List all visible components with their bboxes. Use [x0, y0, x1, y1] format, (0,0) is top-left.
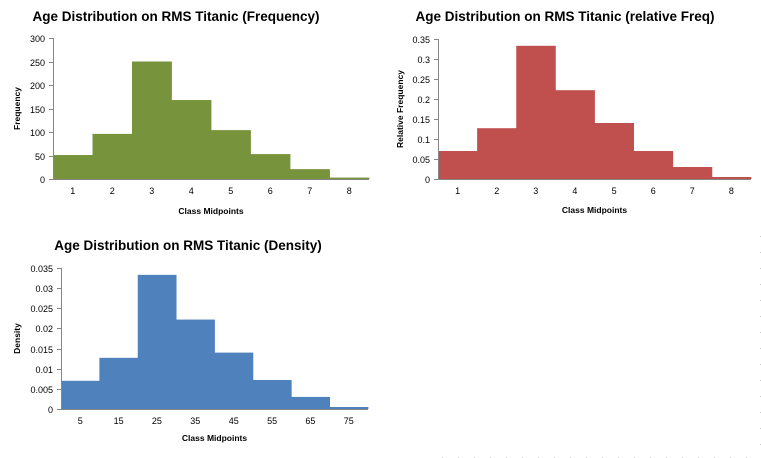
bar-5	[594, 123, 635, 179]
y-tick-label: 0.03	[35, 284, 53, 294]
bar-4	[171, 100, 212, 179]
bar-8	[711, 177, 752, 179]
bar-3	[132, 61, 172, 179]
bar-6	[633, 151, 674, 179]
y-tick-label: 0.3	[417, 55, 430, 65]
x-tick-label: 65	[305, 416, 315, 426]
bar-6	[250, 154, 291, 179]
y-tick-label: 200	[30, 81, 45, 91]
chart-2: Age Distribution on RMS Titanic (relativ…	[395, 9, 752, 215]
bar-15	[99, 357, 139, 409]
y-axis-label: Relative Frequency	[395, 70, 405, 148]
x-tick-label: 45	[229, 416, 239, 426]
y-tick-label: 0.15	[412, 115, 430, 125]
x-axis-label: Class Midpoints	[182, 433, 247, 443]
chart-1: Age Distribution on RMS Titanic (Frequen…	[12, 9, 370, 216]
y-tick-label: 0	[425, 175, 430, 185]
x-tick-label: 4	[572, 186, 577, 196]
bar-2	[477, 128, 517, 179]
x-tick-label: 7	[307, 186, 312, 196]
bar-45	[214, 352, 254, 409]
x-tick-label: 35	[190, 416, 200, 426]
x-tick-label: 7	[690, 186, 695, 196]
x-tick-label: 5	[78, 416, 83, 426]
chart-3: Age Distribution on RMS Titanic (Density…	[12, 238, 369, 443]
bar-65	[291, 396, 331, 409]
bar-7	[672, 167, 713, 179]
y-tick-label: 150	[30, 105, 45, 115]
y-tick-label: 0.01	[35, 365, 53, 375]
x-tick-label: 4	[189, 186, 194, 196]
bar-5	[61, 380, 100, 409]
x-tick-label: 1	[70, 186, 75, 196]
x-tick-label: 6	[268, 186, 273, 196]
x-tick-label: 1	[455, 186, 460, 196]
x-tick-label: 8	[729, 186, 734, 196]
chart-title: Age Distribution on RMS Titanic (relativ…	[415, 9, 714, 24]
x-tick-label: 5	[228, 186, 233, 196]
x-tick-label: 15	[114, 416, 124, 426]
bar-75	[329, 406, 369, 409]
y-tick-label: 0.02	[35, 324, 53, 334]
bar-4	[555, 90, 595, 179]
chart-title: Age Distribution on RMS Titanic (Density…	[54, 238, 322, 253]
y-axis-label: Density	[12, 323, 22, 354]
bar-25	[137, 274, 177, 409]
x-tick-label: 2	[110, 186, 115, 196]
x-tick-label: 8	[347, 186, 352, 196]
y-tick-label: 300	[30, 34, 45, 44]
x-tick-label: 6	[651, 186, 656, 196]
x-axis-label: Class Midpoints	[562, 205, 627, 215]
bar-3	[516, 45, 556, 179]
bar-1	[53, 155, 93, 179]
bar-1	[438, 151, 478, 179]
bar-55	[252, 379, 292, 409]
y-tick-label: 100	[30, 128, 45, 138]
y-tick-label: 0.025	[30, 304, 53, 314]
y-tick-label: 0.1	[417, 135, 430, 145]
x-tick-label: 3	[533, 186, 538, 196]
bar-5	[211, 130, 251, 179]
bar-35	[176, 319, 215, 409]
bar-8	[329, 177, 370, 179]
y-tick-label: 0	[40, 175, 45, 185]
x-tick-label: 25	[152, 416, 162, 426]
y-tick-label: 0.25	[412, 75, 430, 85]
y-axis-label: Frequency	[12, 87, 22, 130]
x-axis-label: Class Midpoints	[178, 206, 243, 216]
x-tick-label: 75	[344, 416, 354, 426]
y-tick-label: 0	[48, 405, 53, 415]
y-tick-label: 250	[30, 58, 45, 68]
y-tick-label: 50	[35, 152, 45, 162]
y-tick-label: 0.035	[30, 264, 53, 274]
x-tick-label: 3	[149, 186, 154, 196]
bar-2	[92, 133, 133, 179]
y-tick-label: 0.35	[412, 35, 430, 45]
x-tick-label: 55	[267, 416, 277, 426]
x-tick-label: 5	[612, 186, 617, 196]
y-tick-label: 0.2	[417, 95, 430, 105]
y-tick-label: 0.005	[30, 385, 53, 395]
y-tick-label: 0.05	[412, 155, 430, 165]
x-tick-label: 2	[494, 186, 499, 196]
bar-7	[290, 169, 330, 179]
y-tick-label: 0.015	[30, 345, 53, 355]
chart-title: Age Distribution on RMS Titanic (Frequen…	[32, 9, 319, 24]
